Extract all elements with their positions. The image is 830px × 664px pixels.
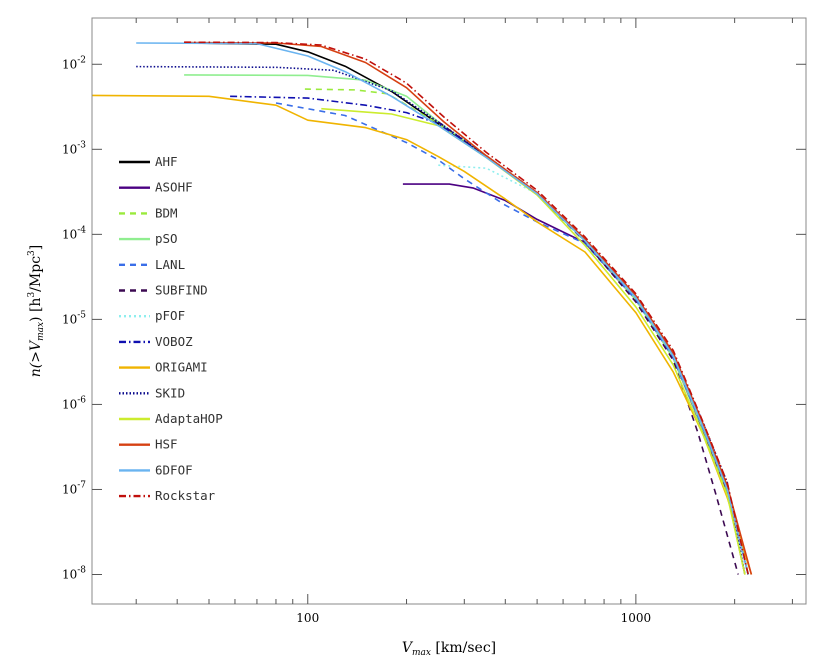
x-tick-label: 1000 [621,611,652,625]
legend-label-rockstar: Rockstar [155,488,216,503]
x-axis-title: Vmax [km/sec] [402,640,496,658]
legend-label-skid: SKID [155,385,185,400]
series-line-voboz [230,95,749,575]
legend-label-lanl: LANL [155,257,185,272]
legend: AHF ASOHF BDM pSO LANL SUBFIND pFOF VOBOZ ORIGAM… [119,154,223,503]
legend-label-ahf: AHF [155,154,178,169]
legend-label-asohf: ASOHF [155,180,193,195]
legend-label-bdm: BDM [155,205,178,220]
plot-frame [91,17,807,605]
legend-label-6dfof: 6DFOF [155,462,193,477]
legend-label-subfind: SUBFIND [155,283,208,298]
y-tick-label: 10-3 [62,140,86,156]
y-tick-label: 10-5 [62,310,86,326]
legend-label-hsf: HSF [155,437,178,452]
series-layer [91,41,753,575]
y-tick-label: 10-6 [62,395,86,411]
legend-label-voboz: VOBOZ [155,334,193,349]
series-line-rockstar [184,41,749,575]
y-tick-label: 10-2 [62,55,86,71]
tick-layer: 100 1000 10-8 10-7 10-6 10-5 10-4 10-3 10-2 [62,18,806,625]
x-tick-label: 100 [296,611,319,625]
y-tick-label: 10-7 [62,480,86,496]
legend-label-adaptahop: AdaptaHOP [155,411,223,426]
series-line-adaptahop [321,107,746,575]
y-axis-title: n(>Vmax) [h3/Mpc3] [27,245,46,378]
y-tick-label: 10-8 [62,566,86,582]
legend-label-origami: ORIGAMI [155,360,208,375]
legend-label-pfof: pFOF [155,308,185,323]
legend-label-pso: pSO [155,231,178,246]
y-tick-label: 10-4 [62,225,86,241]
series-line-6dfof [136,42,749,575]
series-line-origami [91,94,753,575]
